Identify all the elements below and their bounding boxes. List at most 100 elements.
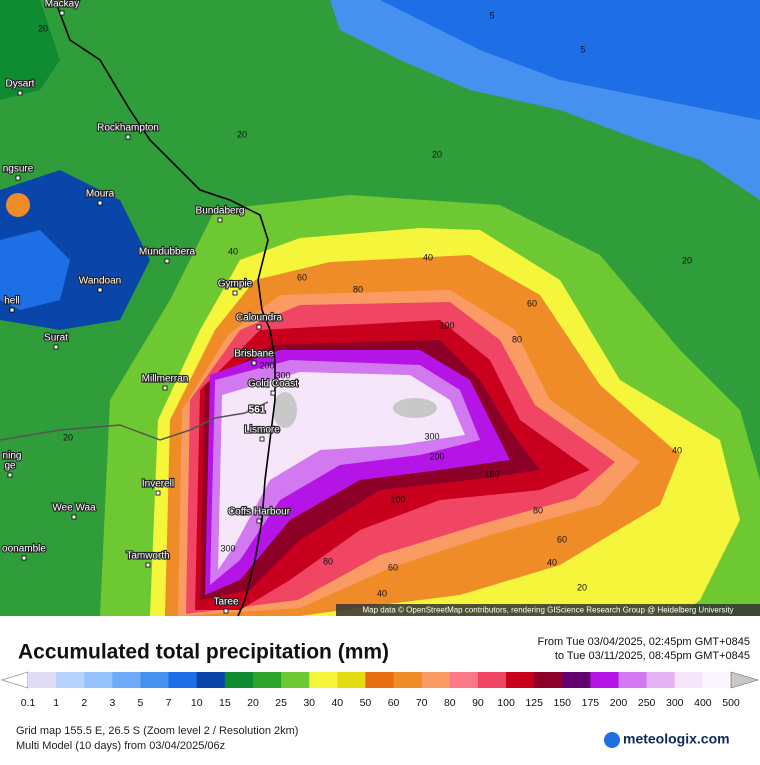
contour-label: 20 (682, 255, 692, 265)
city-label: ngsure (3, 164, 34, 175)
model-info: Multi Model (10 days) from 03/04/2025/06… (16, 740, 225, 752)
brand: meteologix.com (623, 731, 730, 747)
city-marker (259, 436, 265, 442)
contour-label: 40 (672, 445, 682, 455)
scale-swatch (421, 672, 451, 688)
state-border (0, 401, 269, 441)
city-marker (15, 175, 21, 181)
city-label: Wandoan (79, 276, 121, 287)
contour-label: 5 (489, 10, 494, 20)
contour-label: 40 (547, 557, 557, 567)
city-label: Millmerran (142, 374, 189, 385)
scale-label: 0.1 (21, 697, 36, 709)
contour-label: 100 (390, 494, 405, 504)
contour-label: 20 (38, 23, 48, 33)
contour-label: 100 (439, 320, 454, 330)
contour-label: 80 (353, 284, 363, 294)
map: Mackay Dysart Rockhampton ngsure Moura Bundab… (0, 0, 760, 617)
scale-swatch (252, 672, 282, 688)
contour-label: 60 (388, 562, 398, 572)
city-marker (17, 90, 23, 96)
scale-label: 100 (497, 697, 515, 709)
scale-label: 40 (331, 697, 343, 709)
city-marker (9, 462, 15, 468)
contour-label: 80 (323, 556, 333, 566)
city-label: ning (3, 451, 22, 462)
scale-swatch (506, 672, 535, 688)
scale-label: 1 (53, 697, 59, 709)
scale-label: 150 (554, 697, 572, 709)
city-label: Brisbane (234, 349, 274, 360)
city-marker (164, 258, 170, 264)
city-label: Wee Waa (52, 503, 96, 514)
contour-label: 40 (377, 588, 387, 598)
city-marker (232, 290, 238, 296)
period-from: From Tue 03/04/2025, 02:45pm GMT+0845 (538, 636, 751, 648)
scale-label: 80 (444, 697, 456, 709)
scale-arrow (730, 671, 760, 689)
city-label: Mackay (45, 0, 79, 10)
scale-label: 25 (275, 697, 287, 709)
brand-logo (604, 732, 620, 748)
scale-label: 5 (138, 697, 144, 709)
grid-info: Grid map 155.5 E, 26.5 S (Zoom level 2 /… (16, 725, 298, 737)
color-scale: 0.1 1 2 3 5 7 10 15 20 25 30 40 50 60 70 80 90 100 125 150 1… (0, 671, 760, 709)
contour-label: 200 (429, 451, 444, 461)
contour-label: 5 (580, 44, 585, 54)
contour-label: 60 (557, 534, 567, 544)
city-marker (53, 344, 59, 350)
scale-label: 3 (109, 697, 115, 709)
scale-label: 10 (191, 697, 203, 709)
scale-label: 15 (219, 697, 231, 709)
scale-swatch (281, 672, 310, 688)
max-label: 561 (249, 405, 266, 416)
scale-swatch (337, 672, 366, 688)
contour-label: 300 (424, 431, 439, 441)
scale-label: 175 (582, 697, 600, 709)
city-marker (223, 608, 229, 614)
city-marker (155, 490, 161, 496)
rain-area (6, 193, 30, 217)
coastline (54, 0, 276, 617)
scale-swatch (56, 672, 85, 688)
scale-swatch (590, 672, 620, 688)
scale-swatch (309, 672, 338, 688)
city-marker (71, 514, 77, 520)
city-label: Mundubbera (139, 247, 196, 258)
scale-swatch (28, 672, 57, 688)
scale-swatch (477, 672, 507, 688)
scale-label: 125 (525, 697, 543, 709)
city-label: Lismore (244, 425, 280, 436)
contour-label: 200 (259, 360, 274, 370)
city-marker (7, 472, 13, 478)
scale-label: 7 (166, 697, 172, 709)
contour-label: 150 (484, 469, 499, 479)
contour-label: 60 (527, 298, 537, 308)
scale-label: 250 (638, 697, 656, 709)
city-label: Bundaberg (196, 206, 245, 217)
scale-label: 30 (303, 697, 315, 709)
city-label: Inverell (142, 479, 174, 490)
scale-label: 400 (694, 697, 712, 709)
rain-area (0, 230, 70, 310)
contour-label: 20 (577, 582, 587, 592)
scale-swatch (534, 672, 563, 688)
city-label: Moura (86, 189, 115, 200)
legend-title: Accumulated total precipitation (mm) (18, 641, 389, 664)
period-to: to Tue 03/11/2025, 08:45pm GMT+0845 (555, 650, 750, 662)
rain-area (0, 0, 60, 100)
city-marker (256, 518, 262, 524)
city-marker (97, 287, 103, 293)
city-marker (217, 217, 223, 223)
city-label: ge (4, 461, 16, 472)
city-label: hell (4, 296, 20, 307)
city-marker (9, 307, 15, 313)
scale-swatch (618, 672, 648, 688)
city-marker (270, 390, 276, 396)
scale-swatch (702, 672, 732, 688)
scale-label: 60 (388, 697, 400, 709)
city-label: Tamworth (126, 551, 169, 562)
city-label: Dysart (6, 79, 35, 90)
contour-label: 80 (512, 334, 522, 344)
